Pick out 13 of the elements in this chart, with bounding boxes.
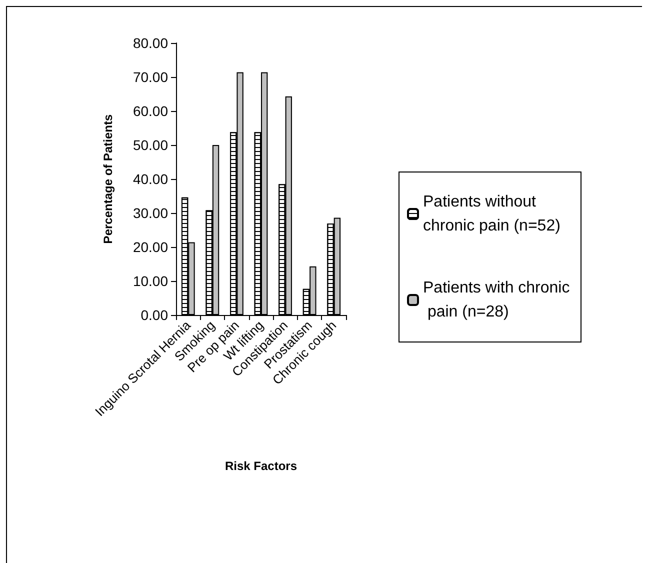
y-tick-label: 20.00: [132, 239, 168, 255]
y-tick-label: 10.00: [132, 273, 168, 289]
y-tick-label: 60.00: [132, 103, 168, 119]
legend-label: Patients with chronic pain (n=28): [423, 280, 570, 320]
y-tick-label: 0.00: [140, 307, 168, 323]
y-tick-label: 80.00: [132, 35, 168, 51]
legend-label: Patients without chronic pain (n=52): [423, 194, 560, 234]
x-axis-title: Risk Factors: [224, 459, 298, 473]
y-tick-label: 50.00: [132, 137, 168, 153]
y-axis-title: Percentage of Patients: [101, 114, 115, 244]
y-tick-label: 70.00: [132, 69, 168, 85]
y-tick-label: 30.00: [132, 205, 168, 221]
y-tick-label: 40.00: [132, 171, 168, 187]
